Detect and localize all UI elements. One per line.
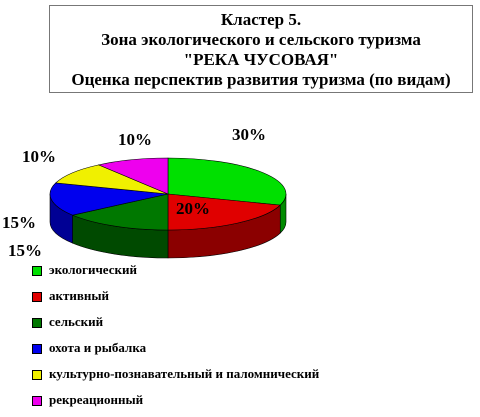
legend-swatch <box>32 266 42 276</box>
title-line-1: Кластер 5. <box>220 10 302 29</box>
legend-label: охота и рыбалка <box>49 340 147 355</box>
legend-item-recreational: рекреационный <box>32 392 319 417</box>
title-line-3: "РЕКА ЧУСОВАЯ" <box>183 50 339 69</box>
data-label-5: 10% <box>118 130 152 149</box>
pie-slice-1 <box>167 193 281 231</box>
pie-slice-5 <box>97 157 169 195</box>
data-label-3: 15% <box>2 213 36 232</box>
pie-slice-3 <box>49 182 169 216</box>
pie-slice-0 <box>167 157 287 206</box>
legend-item-cultural-pilgrimage: культурно-познавательный и паломнический <box>32 366 319 392</box>
legend-label: экологический <box>49 262 137 277</box>
legend-swatch <box>32 344 42 354</box>
data-label-2: 15% <box>8 241 42 260</box>
pie-sides <box>49 193 287 259</box>
pie-labels: 30% 20% 15% 15% 10% 10% <box>2 125 266 260</box>
legend-label: активный <box>49 288 110 303</box>
pie-slice-2 <box>71 193 169 231</box>
legend-label: культурно-познавательный и паломнический <box>49 366 320 381</box>
title-line-2: Зона экологического и сельского туризма <box>101 30 421 49</box>
legend-swatch <box>32 396 42 406</box>
pie-slice-4 <box>55 164 169 195</box>
data-label-4: 10% <box>22 147 56 166</box>
pie-tops <box>49 157 287 231</box>
title-line-4: Оценка перспектив развития туризма (по в… <box>71 70 451 89</box>
legend-label: рекреационный <box>49 392 144 407</box>
legend-item-hunting-fishing: охота и рыбалка <box>32 340 319 366</box>
chart-title-box: Кластер 5. Зона экологического и сельско… <box>49 5 473 93</box>
chart-legend: экологический активный сельский охота и … <box>32 262 319 417</box>
legend-swatch <box>32 318 42 328</box>
data-label-1: 20% <box>176 199 210 218</box>
legend-item-ecological: экологический <box>32 262 319 288</box>
data-label-0: 30% <box>232 125 266 144</box>
legend-swatch <box>32 292 42 302</box>
legend-swatch <box>32 370 42 380</box>
legend-label: сельский <box>49 314 104 329</box>
legend-item-active: активный <box>32 288 319 314</box>
legend-item-rural: сельский <box>32 314 319 340</box>
